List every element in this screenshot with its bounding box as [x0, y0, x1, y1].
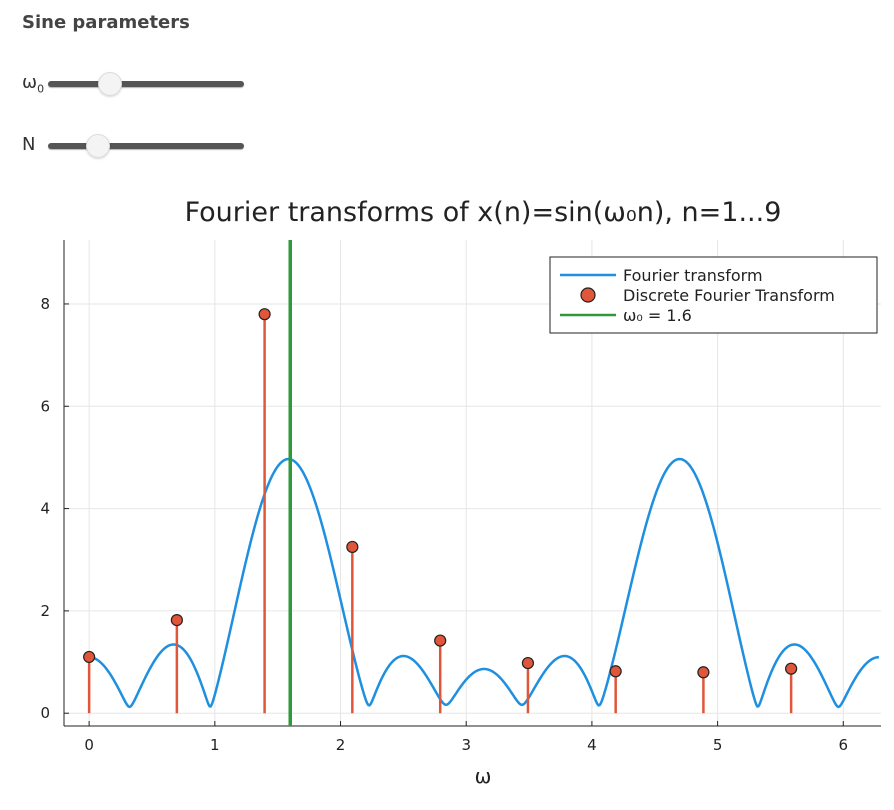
omega-slider[interactable] [48, 71, 244, 96]
fourier-chart: Fourier transforms of x(n)=sin(ω₀n), n=1… [40, 197, 881, 788]
dft-point [346, 540, 359, 554]
n-slider-label: N [22, 134, 36, 155]
x-axis-label: ω [475, 764, 492, 788]
legend-dot-swatch [580, 287, 596, 303]
chart-title: Fourier transforms of x(n)=sin(ω₀n), n=1… [185, 197, 782, 228]
x-tick-label: 5 [713, 736, 723, 754]
y-tick-label: 0 [40, 704, 50, 722]
y-tick-label: 8 [40, 295, 50, 313]
dft-point [434, 634, 447, 647]
n-slider-row: N [22, 133, 244, 158]
chart-marks [83, 240, 879, 726]
legend-label-dft: Discrete Fourier Transform [623, 286, 835, 305]
dft-point [697, 666, 710, 679]
x-tick-label: 6 [839, 736, 849, 754]
omega-slider-label: ω0 [22, 72, 45, 96]
x-tick-label: 4 [587, 736, 597, 754]
dft-point [521, 656, 535, 670]
x-tick-label: 3 [461, 736, 471, 754]
dft-point [83, 650, 96, 664]
y-tick-label: 4 [40, 500, 50, 518]
legend-box [549, 256, 878, 334]
n-slider[interactable] [48, 133, 244, 158]
chart-axes: 0 1 2 3 4 5 6 0 2 4 6 8 [40, 240, 881, 754]
x-tick-label: 1 [210, 736, 220, 754]
y-tick-label: 6 [40, 397, 50, 415]
omega-slider-thumb[interactable] [98, 71, 123, 96]
x-tick-label: 2 [336, 736, 346, 754]
n-slider-thumb[interactable] [86, 133, 111, 158]
x-tick-label: 0 [84, 736, 94, 754]
legend-label-ft: Fourier transform [623, 266, 763, 285]
dft-point [785, 662, 798, 675]
dft-point [609, 665, 622, 678]
y-tick-label: 2 [40, 602, 50, 620]
dft-point [258, 308, 271, 321]
controls-title: Sine parameters [22, 12, 190, 33]
legend-label-omega: ω₀ = 1.6 [623, 306, 692, 325]
chart-legend: Fourier transform Discrete Fourier Trans… [549, 256, 878, 334]
dft-point [170, 614, 183, 627]
fourier-transform-line [89, 457, 879, 709]
omega-slider-row: ω0 [22, 71, 244, 96]
